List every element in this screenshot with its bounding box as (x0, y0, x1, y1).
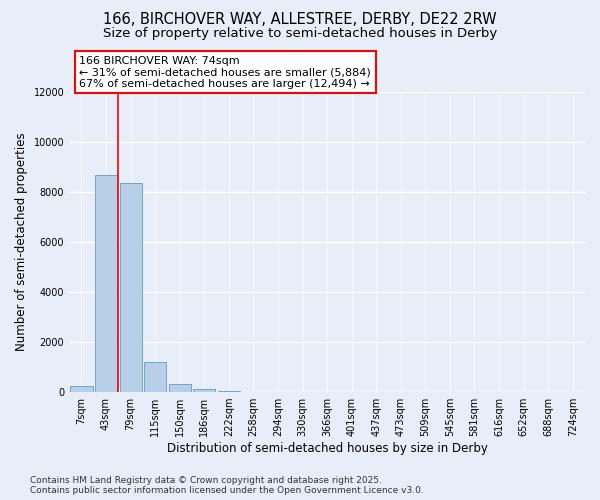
Y-axis label: Number of semi-detached properties: Number of semi-detached properties (15, 133, 28, 352)
Bar (70, 386, 92, 392)
Bar (95, 174, 117, 392)
Bar (119, 184, 142, 392)
Text: Size of property relative to semi-detached houses in Derby: Size of property relative to semi-detach… (103, 28, 497, 40)
Bar (218, 391, 240, 392)
Bar (169, 384, 191, 392)
Bar (144, 362, 166, 392)
Text: 166, BIRCHOVER WAY, ALLESTREE, DERBY, DE22 2RW: 166, BIRCHOVER WAY, ALLESTREE, DERBY, DE… (103, 12, 497, 28)
Bar (193, 389, 215, 392)
Text: Contains HM Land Registry data © Crown copyright and database right 2025.
Contai: Contains HM Land Registry data © Crown c… (30, 476, 424, 495)
Text: 166 BIRCHOVER WAY: 74sqm
← 31% of semi-detached houses are smaller (5,884)
67% o: 166 BIRCHOVER WAY: 74sqm ← 31% of semi-d… (79, 56, 371, 89)
X-axis label: Distribution of semi-detached houses by size in Derby: Distribution of semi-detached houses by … (167, 442, 488, 455)
